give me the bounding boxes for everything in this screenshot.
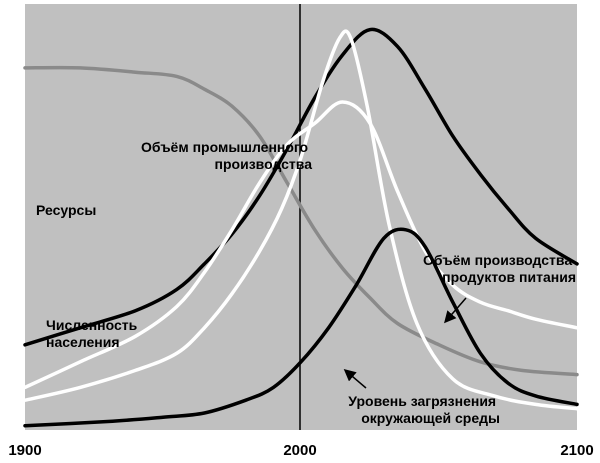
annotation-population: Численность населения — [46, 317, 141, 350]
series-layer — [23, 27, 579, 428]
annotation-layer: Ресурсы Численность населения Объём пром… — [36, 139, 576, 426]
series-line-pollution — [23, 227, 579, 428]
x-axis-ticks: 1900 2000 2100 — [8, 442, 593, 459]
annotation-resources: Ресурсы — [36, 202, 96, 218]
series-line-industrial-production — [23, 29, 579, 411]
series-line-population — [23, 27, 579, 347]
series-line-food-production — [23, 100, 579, 390]
annotation-food: Объём производства продуктов питания — [423, 252, 576, 285]
series-line-resources — [23, 65, 579, 377]
pollution-pointer-arrow — [343, 369, 367, 389]
x-tick-label: 2000 — [283, 442, 316, 459]
food-pointer-arrow — [444, 297, 467, 324]
annotation-industry: Объём промышленного производства — [141, 139, 312, 172]
x-tick-label: 1900 — [8, 442, 41, 459]
x-tick-label: 2100 — [560, 442, 593, 459]
annotation-pollution: Уровень загрязнения окружающей среды — [348, 393, 500, 426]
